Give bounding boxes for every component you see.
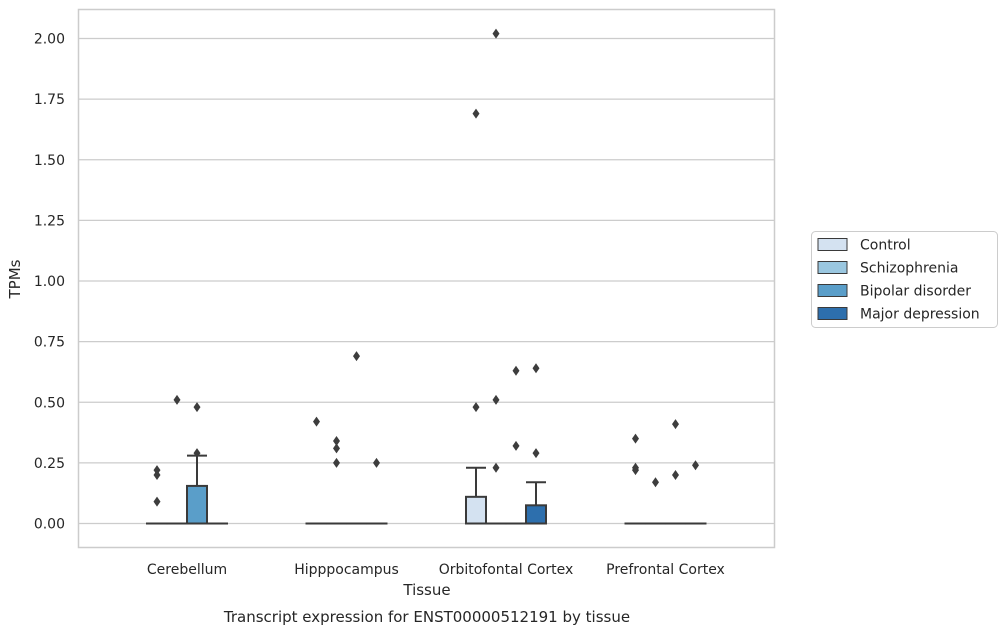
y-tick-label: 1.50 [34, 153, 65, 169]
y-tick-label: 0.00 [34, 517, 65, 533]
box-body [186, 484, 208, 525]
outlier-point [512, 440, 520, 451]
box-control [305, 416, 328, 525]
box-major-depression [525, 363, 547, 525]
outlier-point [153, 465, 161, 476]
outlier-point [532, 363, 540, 374]
outlier-point [632, 433, 639, 444]
x-tick-label: Prefrontal Cortex [606, 562, 725, 578]
x-tick-label: Cerebellum [147, 562, 227, 578]
y-tick-label: 1.75 [34, 92, 65, 108]
y-tick-label: 1.25 [34, 213, 65, 229]
outlier-point [193, 402, 201, 413]
box-major-depression [684, 460, 707, 525]
outlier-point [692, 460, 699, 471]
outlier-point [652, 477, 659, 488]
outlier-point [193, 448, 201, 459]
boxplots [146, 28, 707, 525]
x-tick-labels: Cerebellum Hipppocampus Orbitofontal Corte… [147, 562, 725, 578]
outlier-point [153, 496, 161, 507]
y-tick-label: 2.00 [34, 32, 65, 48]
legend-swatch [817, 284, 848, 297]
outlier-point [472, 402, 480, 413]
box-bipolar-disorder [186, 402, 208, 525]
x-tick-label: Hipppocampus [294, 562, 399, 578]
outlier-point [632, 462, 639, 473]
outlier-point [333, 436, 340, 447]
outlier-point [672, 470, 679, 480]
outlier-point [313, 416, 320, 427]
y-tick-label: 0.25 [34, 456, 65, 472]
outlier-point [512, 365, 520, 376]
box-bipolar-disorder [345, 351, 368, 525]
legend-swatch [817, 238, 848, 251]
legend-label: Schizophrenia [860, 261, 958, 277]
y-tick-label: 0.75 [34, 335, 65, 351]
box-schizophrenia [485, 28, 507, 525]
outlier-point [173, 394, 181, 405]
box-schizophrenia [166, 394, 188, 525]
box-body [525, 504, 547, 525]
x-tick-label: Orbitofontal Cortex [439, 562, 574, 578]
legend-frame [811, 231, 998, 328]
gridlines [78, 37, 775, 525]
y-tick-label: 0.50 [34, 395, 65, 411]
legend: Control Schizophrenia Bipolar disorder Majo… [811, 231, 998, 328]
outlier-point [373, 457, 380, 468]
box-schizophrenia [325, 436, 348, 525]
chart-caption: Transcript expression for ENST0000051219… [223, 608, 630, 626]
outlier-point [472, 108, 480, 119]
legend-label: Control [860, 238, 911, 254]
box-bipolar-disorder [664, 419, 687, 525]
box-schizophrenia [644, 477, 667, 525]
plot-area-frame [77, 8, 776, 549]
outlier-point [333, 443, 340, 454]
y-tick-labels: 0.00 0.25 0.50 0.75 1.00 1.25 1.50 1.75 2.00 [34, 32, 65, 533]
outlier-point [333, 457, 340, 468]
legend-label: Bipolar disorder [860, 284, 971, 300]
legend-label: Major depression [860, 307, 980, 323]
outlier-point [492, 462, 500, 473]
box-control [465, 108, 487, 525]
box-control [146, 465, 168, 525]
y-axis-title: TPMs [6, 259, 24, 299]
outlier-point [492, 394, 500, 405]
box-control [624, 433, 647, 525]
outlier-point [353, 351, 360, 362]
y-tick-label: 1.00 [34, 274, 65, 290]
box-major-depression [365, 457, 388, 525]
outlier-point [532, 448, 540, 459]
outlier-point [672, 419, 679, 430]
box-bipolar-disorder [505, 365, 527, 525]
x-axis-title: Tissue [402, 581, 450, 599]
outlier-point [492, 28, 500, 39]
box-body [465, 495, 487, 525]
legend-swatch [817, 261, 848, 274]
legend-swatch [817, 307, 848, 320]
